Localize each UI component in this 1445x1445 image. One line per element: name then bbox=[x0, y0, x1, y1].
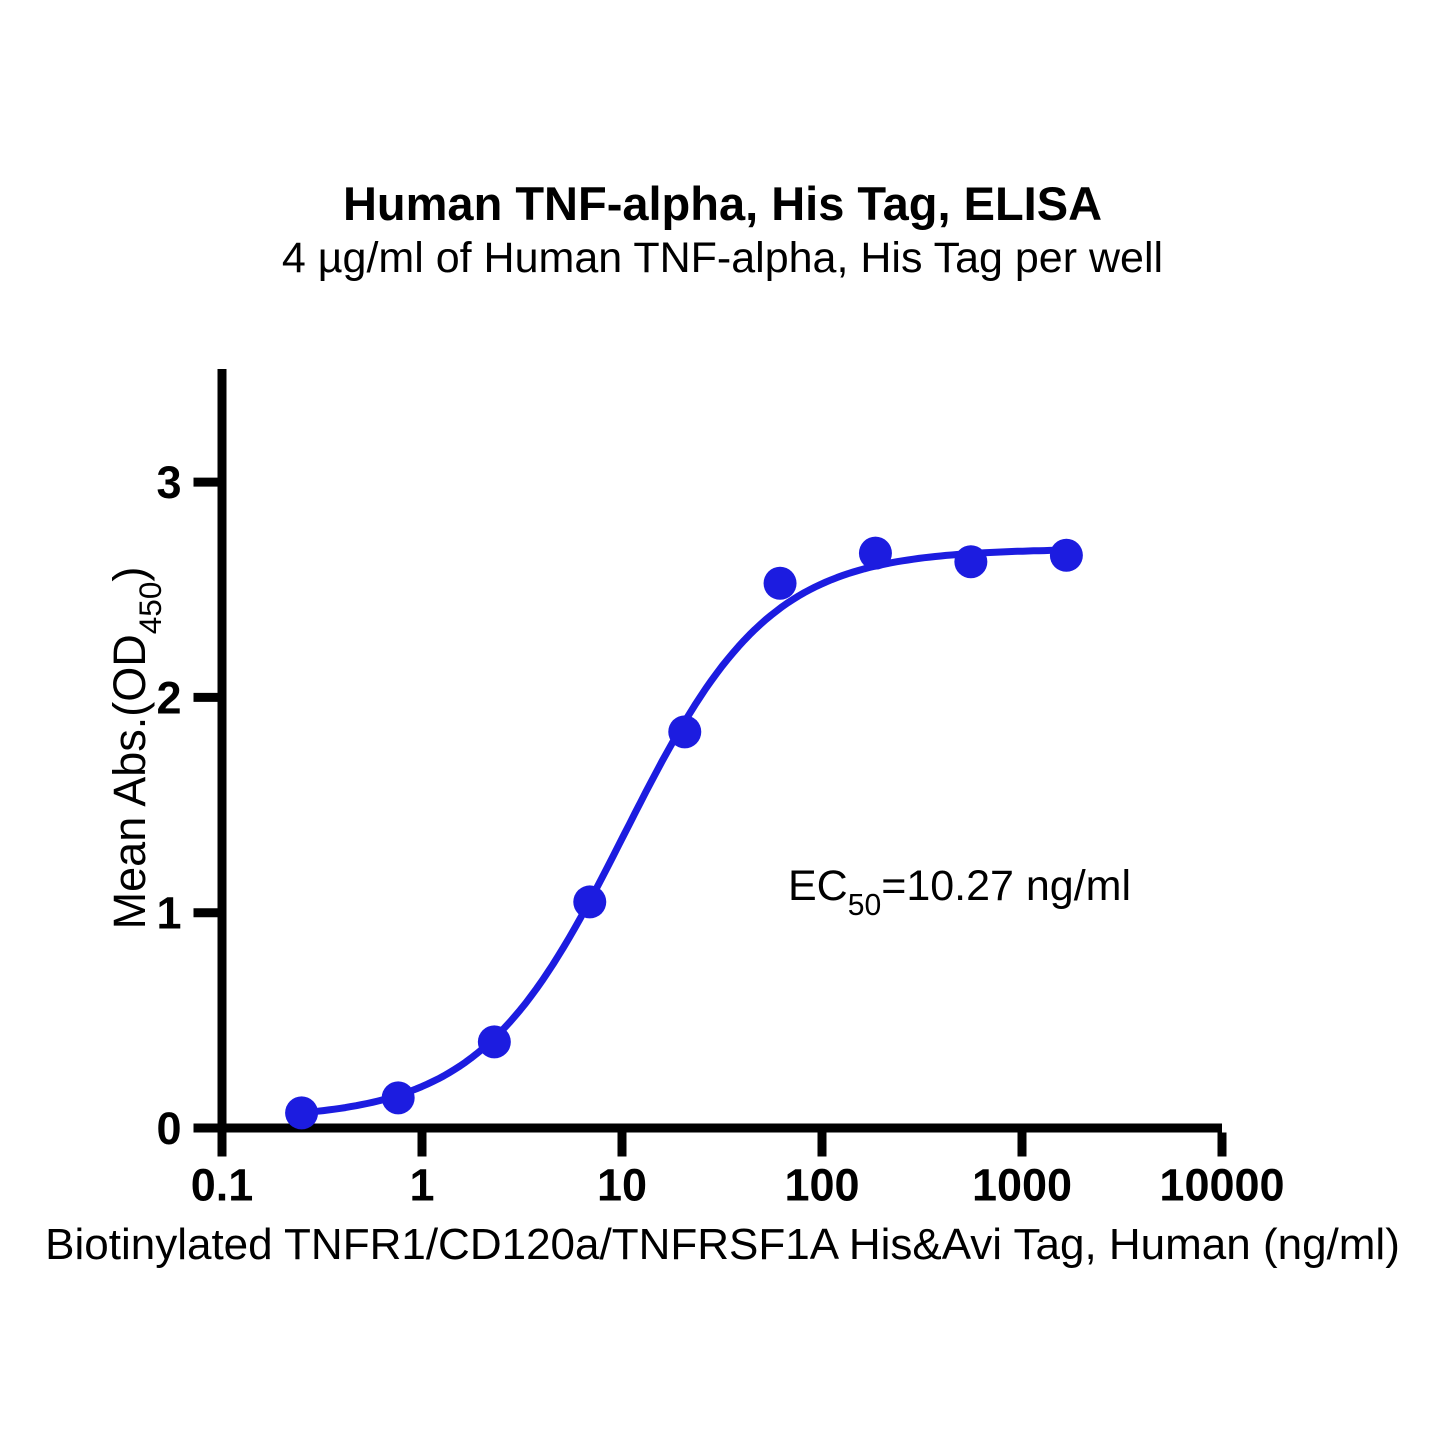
data-point bbox=[477, 1025, 511, 1059]
x-tick-label: 0.1 bbox=[191, 1160, 254, 1211]
y-tick-label: 3 bbox=[156, 457, 181, 508]
x-tick-label: 100 bbox=[784, 1160, 859, 1211]
chart-title: Human TNF-alpha, His Tag, ELISA bbox=[342, 177, 1103, 230]
x-tick-label: 1000 bbox=[972, 1160, 1072, 1211]
ec50-annotation-subscript: 50 bbox=[847, 889, 882, 922]
data-point bbox=[381, 1081, 415, 1115]
data-point bbox=[954, 545, 988, 579]
data-point bbox=[858, 536, 892, 570]
y-axis-label: Mean Abs.(OD450) bbox=[104, 566, 168, 930]
fit-curve bbox=[298, 546, 1070, 1117]
chart-subtitle: 4 µg/ml of Human TNF-alpha, His Tag per … bbox=[281, 234, 1164, 282]
y-tick-label: 0 bbox=[156, 1103, 181, 1154]
data-point bbox=[1049, 538, 1083, 572]
ec50-annotation-value: =10.27 ng/ml bbox=[881, 862, 1132, 910]
y-axis-label-suffix: ) bbox=[104, 566, 155, 582]
data-point bbox=[763, 566, 797, 600]
x-tick-label: 10000 bbox=[1159, 1160, 1284, 1211]
data-point bbox=[668, 715, 702, 749]
data-point bbox=[573, 885, 607, 919]
x-tick-label: 10 bbox=[597, 1160, 647, 1211]
x-tick-label: 1 bbox=[409, 1160, 434, 1211]
ec50-annotation-prefix: EC bbox=[788, 862, 848, 910]
y-axis-label-text: Mean Abs.(OD bbox=[104, 634, 155, 930]
y-tick-label: 2 bbox=[156, 672, 181, 723]
x-axis-label: Biotinylated TNFR1/CD120a/TNFRSF1A His&A… bbox=[45, 1220, 1400, 1269]
y-tick-label: 1 bbox=[156, 888, 181, 939]
y-axis-label-subscript: 450 bbox=[131, 581, 168, 635]
data-point bbox=[285, 1096, 319, 1130]
ec50-annotation: EC50=10.27 ng/ml bbox=[788, 862, 1132, 921]
